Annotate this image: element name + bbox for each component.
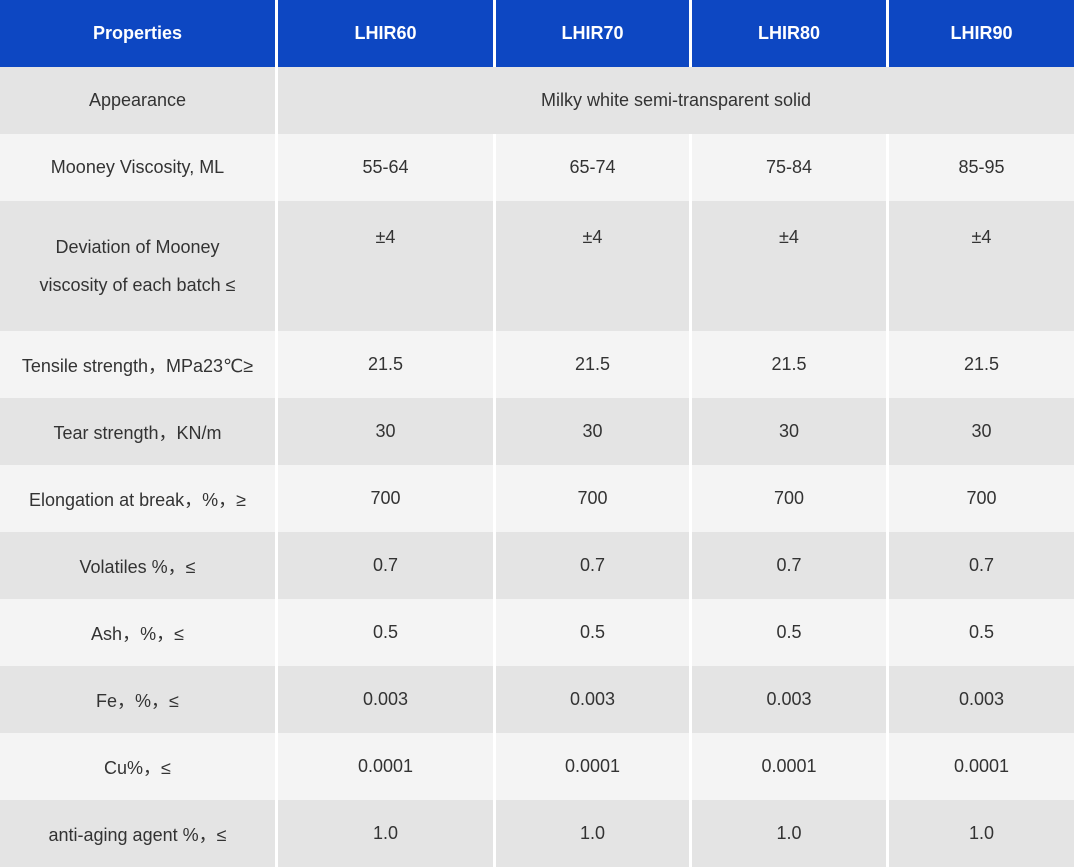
table-cell: 30 (496, 398, 692, 465)
row-label: anti-aging agent %，≤ (0, 800, 278, 867)
header-grade-lhir90: LHIR90 (889, 0, 1074, 67)
table-cell: 1.0 (496, 800, 692, 867)
table-row: Deviation of Mooney viscosity of each bat… (0, 201, 1074, 331)
table-cell: 1.0 (889, 800, 1074, 867)
row-label-line: viscosity of each batch ≤ (39, 275, 236, 295)
table-cell: 1.0 (278, 800, 496, 867)
table-cell: 0.5 (496, 599, 692, 666)
row-label-line: Deviation of Mooney (55, 237, 220, 257)
row-label: Mooney Viscosity, ML (0, 134, 278, 201)
header-row: Properties LHIR60 LHIR70 LHIR80 LHIR90 (0, 0, 1074, 67)
table-cell: 700 (496, 465, 692, 532)
row-label: Appearance (0, 67, 278, 134)
table-cell: 0.0001 (278, 733, 496, 800)
table-cell: 700 (278, 465, 496, 532)
table-cell: 75-84 (692, 134, 889, 201)
header-grade-lhir70: LHIR70 (496, 0, 692, 67)
table-cell: 30 (889, 398, 1074, 465)
table-cell: 30 (692, 398, 889, 465)
table-cell: ±4 (692, 201, 889, 331)
table-cell: 0.5 (278, 599, 496, 666)
table-cell: 0.7 (889, 532, 1074, 599)
table-row: Ash，%，≤ 0.5 0.5 0.5 0.5 (0, 599, 1074, 666)
table-cell: 55-64 (278, 134, 496, 201)
table-cell: 0.0001 (692, 733, 889, 800)
table-cell: 0.7 (496, 532, 692, 599)
table-cell: 0.0001 (496, 733, 692, 800)
header-grade-lhir60: LHIR60 (278, 0, 496, 67)
row-label: Volatiles %，≤ (0, 532, 278, 599)
table-cell: 21.5 (889, 331, 1074, 398)
table-row: Volatiles %，≤ 0.7 0.7 0.7 0.7 (0, 532, 1074, 599)
table-cell: 0.003 (278, 666, 496, 733)
table-cell: 21.5 (496, 331, 692, 398)
table-cell: 0.7 (692, 532, 889, 599)
table-row: Tensile strength，MPa23℃≥ 21.5 21.5 21.5 … (0, 331, 1074, 398)
row-label: Cu%，≤ (0, 733, 278, 800)
row-label: Tensile strength，MPa23℃≥ (0, 331, 278, 398)
row-label: Ash，%，≤ (0, 599, 278, 666)
table-cell: 21.5 (692, 331, 889, 398)
table-cell: ±4 (278, 201, 496, 331)
table-row: Tear strength，KN/m 30 30 30 30 (0, 398, 1074, 465)
header-grade-lhir80: LHIR80 (692, 0, 889, 67)
table-cell: 0.003 (496, 666, 692, 733)
table-row: Cu%，≤ 0.0001 0.0001 0.0001 0.0001 (0, 733, 1074, 800)
table-row: Elongation at break，%，≥ 700 700 700 700 (0, 465, 1074, 532)
table-cell: 21.5 (278, 331, 496, 398)
table-cell: 0.5 (692, 599, 889, 666)
row-label: Elongation at break，%，≥ (0, 465, 278, 532)
row-label: Tear strength，KN/m (0, 398, 278, 465)
row-label: Deviation of Mooney viscosity of each bat… (0, 201, 278, 331)
table-row: anti-aging agent %，≤ 1.0 1.0 1.0 1.0 (0, 800, 1074, 867)
table-cell: 1.0 (692, 800, 889, 867)
table-row: Appearance Milky white semi-transparent … (0, 67, 1074, 134)
table-cell: 0.003 (692, 666, 889, 733)
table-cell: 65-74 (496, 134, 692, 201)
table-cell: 700 (692, 465, 889, 532)
table-cell: 0.003 (889, 666, 1074, 733)
table-row: Mooney Viscosity, ML 55-64 65-74 75-84 8… (0, 134, 1074, 201)
table-cell: ±4 (889, 201, 1074, 331)
table-cell: 85-95 (889, 134, 1074, 201)
row-label: Fe，%，≤ (0, 666, 278, 733)
header-properties: Properties (0, 0, 278, 67)
table-cell: 0.7 (278, 532, 496, 599)
table-row: Fe，%，≤ 0.003 0.003 0.003 0.003 (0, 666, 1074, 733)
table-cell: 0.5 (889, 599, 1074, 666)
table-cell: 30 (278, 398, 496, 465)
merged-cell: Milky white semi-transparent solid (278, 67, 1074, 134)
table-cell: 0.0001 (889, 733, 1074, 800)
table-cell: 700 (889, 465, 1074, 532)
table-cell: ±4 (496, 201, 692, 331)
